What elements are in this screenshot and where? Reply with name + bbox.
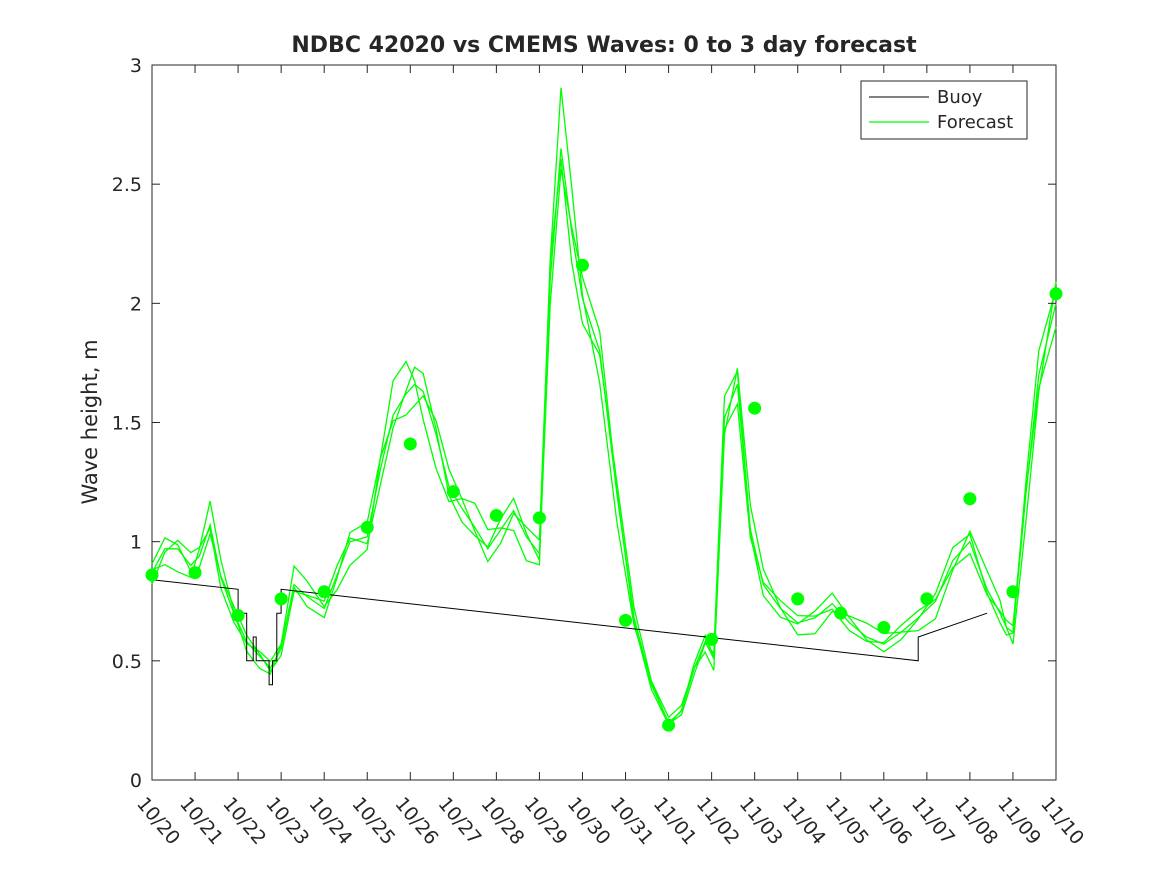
x-tick-label: 11/01	[649, 793, 701, 849]
x-tick-label: 10/29	[520, 793, 572, 849]
x-tick-label: 11/10	[1036, 793, 1088, 849]
legend-forecast-label: Forecast	[937, 112, 1013, 133]
y-tick-label: 3	[130, 55, 142, 77]
x-tick-label: 11/07	[907, 793, 959, 849]
x-tick-label: 11/08	[950, 793, 1002, 849]
forecast-marker	[145, 568, 159, 582]
x-tick-label: 11/06	[864, 793, 916, 849]
y-tick-label: 0.5	[112, 651, 142, 673]
forecast-marker	[1049, 287, 1063, 301]
forecast-marker	[834, 606, 848, 620]
forecast-marker	[619, 613, 633, 627]
chart-title: NDBC 42020 vs CMEMS Waves: 0 to 3 day fo…	[291, 33, 917, 58]
forecast-series	[151, 87, 1057, 726]
legend-box	[860, 80, 1028, 140]
y-axis-label: Wave height, m	[78, 339, 102, 504]
x-tick-label: 10/27	[434, 793, 486, 849]
x-tick-label: 10/23	[261, 793, 313, 849]
forecast-marker	[705, 632, 719, 646]
forecast-line	[151, 148, 1057, 724]
x-tick-label: 10/25	[347, 793, 399, 849]
x-tick-label: 11/09	[993, 793, 1045, 849]
forecast-marker	[662, 718, 676, 732]
x-tick-label: 10/20	[132, 793, 184, 849]
forecast-marker	[188, 566, 202, 580]
forecast-marker	[274, 592, 288, 606]
x-tick-label: 11/04	[778, 793, 830, 849]
x-tick-label: 11/05	[821, 793, 873, 849]
x-tick-label: 11/03	[735, 793, 787, 849]
forecast-marker	[1006, 585, 1020, 599]
forecast-markers	[145, 258, 1063, 732]
forecast-marker	[360, 520, 374, 534]
forecast-marker	[963, 492, 977, 506]
forecast-marker	[920, 592, 934, 606]
forecast-marker	[532, 511, 546, 525]
forecast-marker	[791, 592, 805, 606]
forecast-marker	[403, 437, 417, 451]
y-tick-label: 2	[130, 293, 142, 315]
forecast-marker	[446, 485, 460, 499]
x-tick-label: 10/30	[563, 793, 615, 849]
x-tick-label: 10/21	[175, 793, 227, 849]
x-tick-label: 10/26	[390, 793, 442, 849]
y-tick-label: 1	[130, 532, 142, 554]
forecast-marker	[317, 585, 331, 599]
x-tick-label: 10/28	[477, 793, 529, 849]
legend: Buoy Forecast	[860, 80, 1028, 140]
forecast-line	[151, 87, 1057, 719]
x-tick-label: 10/31	[606, 793, 658, 849]
forecast-marker	[489, 508, 503, 522]
forecast-marker	[575, 258, 589, 272]
y-tick-label: 1.5	[112, 413, 142, 435]
y-axis: 0 0.5 1 1.5 2 2.5 3	[112, 55, 1056, 792]
forecast-line	[151, 168, 1057, 726]
x-tick-label: 10/22	[218, 793, 270, 849]
forecast-marker	[231, 609, 245, 623]
y-tick-label: 0	[130, 770, 142, 792]
forecast-marker	[877, 620, 891, 634]
y-tick-label: 2.5	[112, 174, 142, 196]
x-tick-label: 11/02	[692, 793, 744, 849]
forecast-marker	[748, 401, 762, 415]
legend-buoy-label: Buoy	[937, 87, 983, 108]
x-tick-label: 10/24	[304, 793, 356, 849]
